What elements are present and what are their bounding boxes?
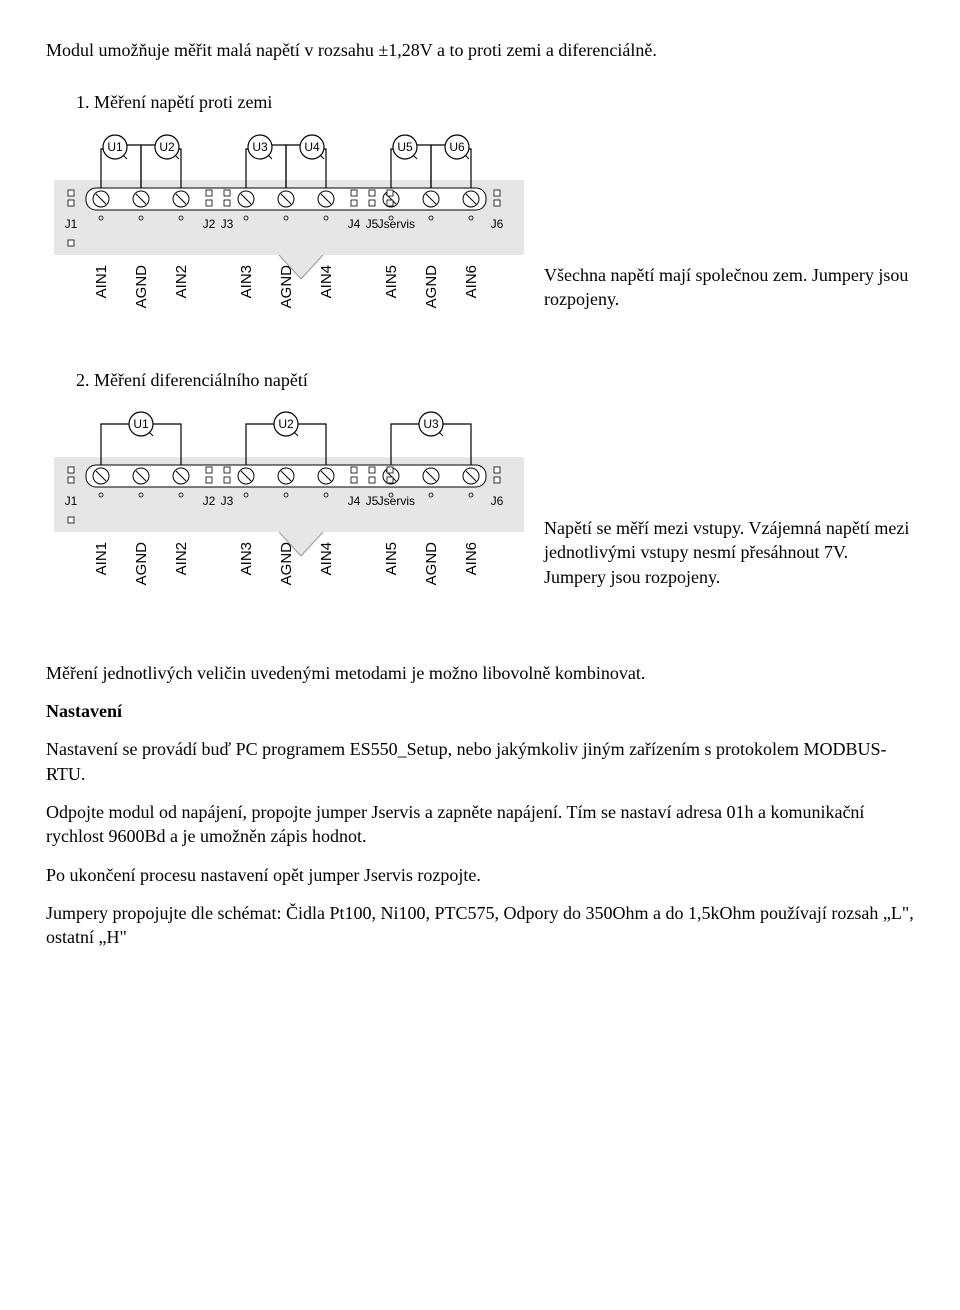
paragraph-intro: Modul umožňuje měřit malá napětí v rozsa… [46, 38, 914, 62]
svg-text:AGND: AGND [278, 264, 295, 308]
svg-text:AIN6: AIN6 [463, 265, 480, 298]
heading-2: 2. Měření diferenciálního napětí [76, 368, 914, 392]
svg-text:J1: J1 [65, 494, 78, 508]
svg-text:U1: U1 [107, 140, 123, 154]
paragraph-jumpers: Jumpery propojujte dle schémat: Čidla Pt… [46, 901, 914, 950]
svg-text:AIN6: AIN6 [463, 542, 480, 575]
svg-text:Jservis: Jservis [378, 217, 415, 231]
heading-2-num: 2. [76, 370, 90, 390]
diagram-1: AIN1 AGND AIN2 AIN3 AGND AIN4 AIN5 AGND AIN6 J1 J2… [46, 125, 914, 340]
svg-text:U4: U4 [304, 140, 320, 154]
svg-text:J2: J2 [203, 494, 216, 508]
heading-1: 1. Měření napětí proti zemi [76, 90, 914, 114]
svg-text:AIN5: AIN5 [383, 265, 400, 298]
svg-text:J1: J1 [65, 217, 78, 231]
svg-text:J4: J4 [348, 494, 361, 508]
svg-text:AIN1: AIN1 [93, 265, 110, 298]
svg-text:AIN2: AIN2 [173, 265, 190, 298]
svg-text:U3: U3 [423, 417, 439, 431]
svg-text:AGND: AGND [133, 542, 150, 586]
svg-text:U3: U3 [252, 140, 268, 154]
paragraph-settings: Nastavení se provádí buď PC programem ES… [46, 737, 914, 786]
svg-text:U5: U5 [397, 140, 413, 154]
svg-text:U1: U1 [133, 417, 149, 431]
diagram-1-caption: Všechna napětí mají společnou zem. Jumpe… [526, 263, 914, 340]
svg-text:J2: J2 [203, 217, 216, 231]
schematic-1: AIN1 AGND AIN2 AIN3 AGND AIN4 AIN5 AGND AIN6 J1 J2… [46, 125, 526, 335]
svg-text:AGND: AGND [133, 264, 150, 308]
diagram-2: AIN1 AGND AIN2 AIN3 AGND AIN4 AIN5 AGND AIN6 J1 J2… [46, 402, 914, 617]
svg-text:AIN2: AIN2 [173, 542, 190, 575]
svg-text:Jservis: Jservis [378, 494, 415, 508]
svg-text:J3: J3 [221, 217, 234, 231]
paragraph-after: Po ukončení procesu nastavení opět jumpe… [46, 863, 914, 887]
paragraph-disconnect: Odpojte modul od napájení, propojte jump… [46, 800, 914, 849]
svg-text:AGND: AGND [423, 542, 440, 586]
heading-settings: Nastavení [46, 699, 914, 723]
svg-text:AIN3: AIN3 [238, 542, 255, 575]
svg-text:U6: U6 [449, 140, 465, 154]
schematic-2: AIN1 AGND AIN2 AIN3 AGND AIN4 AIN5 AGND AIN6 J1 J2… [46, 402, 526, 612]
svg-text:AGND: AGND [423, 264, 440, 308]
svg-text:J4: J4 [348, 217, 361, 231]
svg-text:J3: J3 [221, 494, 234, 508]
heading-1-title: Měření napětí proti zemi [94, 92, 272, 112]
svg-text:AGND: AGND [278, 542, 295, 586]
paragraph-combine: Měření jednotlivých veličin uvedenými me… [46, 661, 914, 685]
heading-2-title: Měření diferenciálního napětí [94, 370, 308, 390]
svg-text:AIN4: AIN4 [318, 542, 335, 575]
svg-text:U2: U2 [278, 417, 294, 431]
svg-text:AIN3: AIN3 [238, 265, 255, 298]
svg-text:J6: J6 [491, 217, 504, 231]
svg-text:J6: J6 [491, 494, 504, 508]
svg-text:U2: U2 [159, 140, 175, 154]
diagram-2-caption: Napětí se měří mezi vstupy. Vzájemná nap… [526, 516, 914, 617]
heading-1-num: 1. [76, 92, 90, 112]
svg-text:AIN1: AIN1 [93, 542, 110, 575]
svg-text:AIN5: AIN5 [383, 542, 400, 575]
svg-text:AIN4: AIN4 [318, 265, 335, 298]
